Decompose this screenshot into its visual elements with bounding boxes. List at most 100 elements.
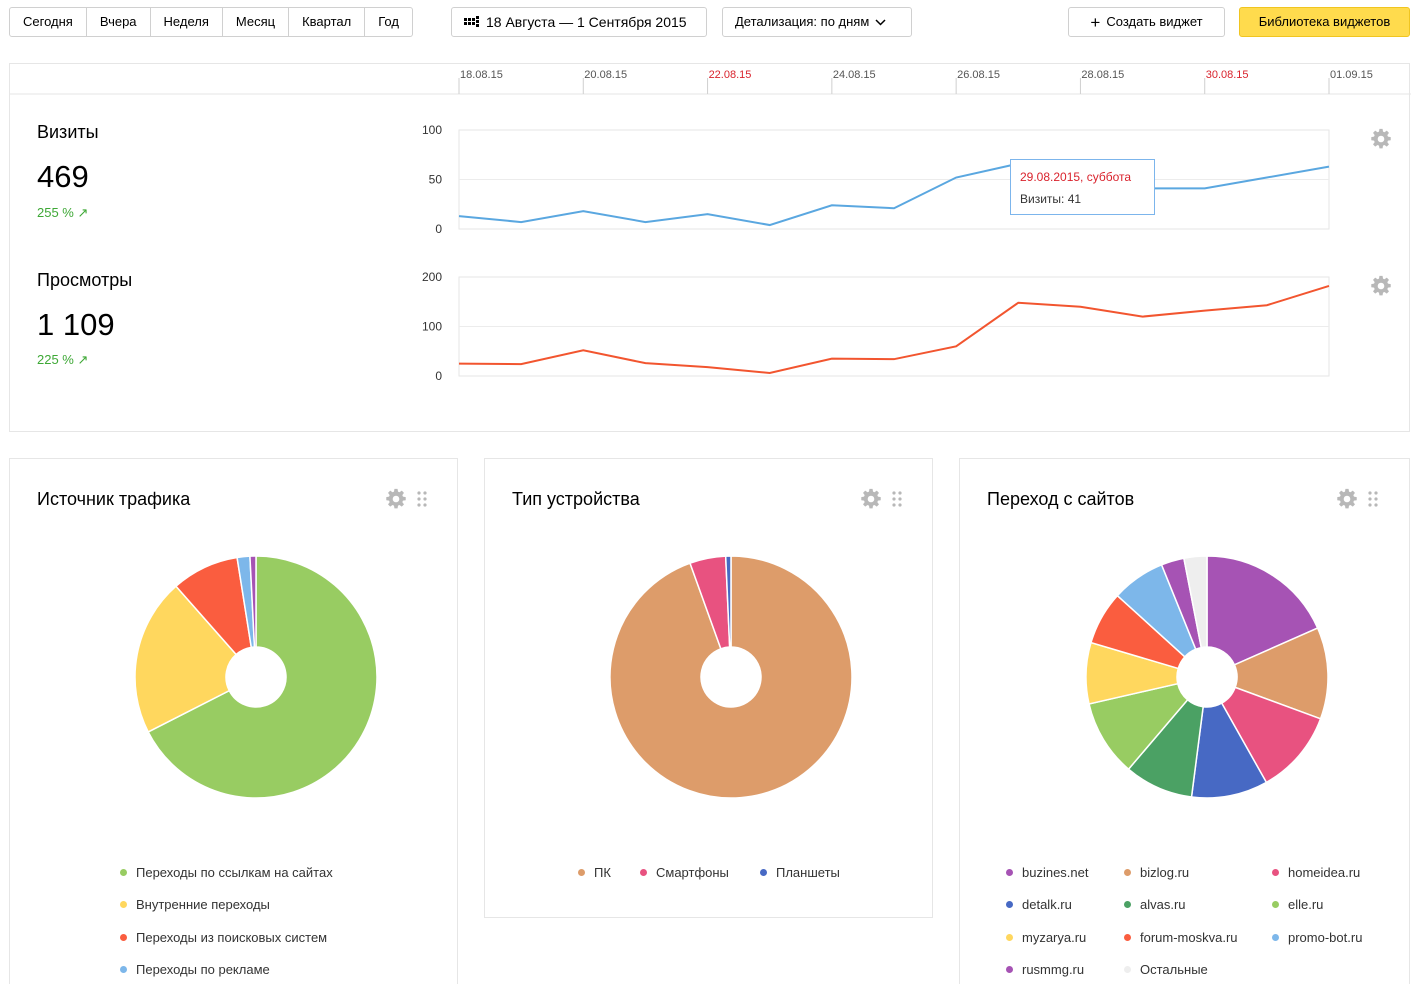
date-range-picker[interactable]: 18 Августа — 1 Сентября 2015: [451, 7, 707, 37]
pie-slice: [249, 555, 257, 648]
legend-label: Внутренние переходы: [136, 897, 270, 912]
gear-icon[interactable]: [385, 488, 407, 510]
legend-marker: [578, 869, 585, 876]
timeline-label: 18.08.15: [460, 69, 503, 81]
tooltip-date: 29.08.2015, суббота: [1020, 170, 1132, 184]
period-year-button[interactable]: Год: [365, 7, 413, 37]
legend-item[interactable]: forum-moskva.ru: [1124, 930, 1238, 945]
legend-item[interactable]: Внутренние переходы: [120, 897, 270, 912]
period-today-button[interactable]: Сегодня: [9, 7, 87, 37]
detail-select-label: Детализация: по дням: [735, 14, 870, 29]
detail-select[interactable]: Детализация: по дням: [722, 7, 912, 37]
legend-label: promo-bot.ru: [1288, 930, 1363, 945]
legend-item[interactable]: alvas.ru: [1124, 897, 1186, 912]
legend-item[interactable]: homeidea.ru: [1272, 865, 1360, 880]
pie-slice: [724, 555, 732, 648]
legend-item[interactable]: Планшеты: [760, 865, 840, 880]
legend-label: Планшеты: [776, 865, 840, 880]
timeline-label: 28.08.15: [1081, 69, 1124, 81]
legend-item[interactable]: detalk.ru: [1006, 897, 1072, 912]
drag-handle-icon[interactable]: [416, 490, 428, 508]
legend-item[interactable]: Остальные: [1124, 962, 1208, 977]
legend-marker: [1124, 901, 1131, 908]
referral-sites-widget: Переход с сайтов buzines.net bizlog.ru hom…: [959, 458, 1410, 984]
trend-up-icon: ↗: [77, 205, 89, 220]
legend-label: Остальные: [1140, 962, 1208, 977]
device-type-widget: Тип устройства ПК Смартфоны Планшеты: [484, 458, 933, 918]
legend-marker: [120, 966, 127, 973]
widget-title: Источник трафика: [37, 489, 191, 509]
line-charts: 18.08.15 20.08.15 22.08.15 24.08.15 26.08.15…: [10, 69, 1411, 383]
period-selector: Сегодня Вчера Неделя Месяц Квартал Год: [9, 7, 413, 37]
legend-marker: [640, 869, 647, 876]
legend-marker: [1006, 934, 1013, 941]
gear-icon[interactable]: [1370, 275, 1392, 297]
legend-marker: [120, 934, 127, 941]
timeline-label: 22.08.15: [709, 69, 752, 81]
legend-item[interactable]: buzines.net: [1006, 865, 1089, 880]
pie-slice: [147, 555, 378, 799]
legend-label: alvas.ru: [1140, 897, 1186, 912]
drag-handle-icon[interactable]: [891, 490, 903, 508]
chevron-down-icon: [875, 18, 886, 26]
pie-chart: [1085, 555, 1329, 799]
legend-item[interactable]: rusmmg.ru: [1006, 962, 1084, 977]
legend-marker: [1124, 934, 1131, 941]
legend-item[interactable]: bizlog.ru: [1124, 865, 1189, 880]
legend-label: Переходы из поисковых систем: [136, 930, 328, 945]
legend-label: Смартфоны: [656, 865, 729, 880]
legend-label: homeidea.ru: [1288, 865, 1361, 880]
period-quarter-button[interactable]: Квартал: [289, 7, 366, 37]
legend-label: rusmmg.ru: [1022, 962, 1085, 977]
legend-item[interactable]: Переходы по ссылкам на сайтах: [120, 865, 333, 880]
pie-slice: [134, 585, 238, 733]
views-y-tick-label: 200: [422, 270, 442, 284]
visits-title: Визиты: [37, 122, 99, 142]
create-widget-button[interactable]: + Создать виджет: [1068, 7, 1225, 37]
legend-label: Переходы по ссылкам на сайтах: [136, 865, 333, 880]
legend-marker: [1124, 966, 1131, 973]
timeline-label: 24.08.15: [833, 69, 876, 81]
period-yesterday-button[interactable]: Вчера: [86, 7, 151, 37]
legend-item[interactable]: promo-bot.ru: [1272, 930, 1362, 945]
timeline-label: 01.09.15: [1330, 69, 1373, 81]
legend-marker: [1006, 869, 1013, 876]
legend-label: bizlog.ru: [1140, 865, 1190, 880]
legend-marker: [1006, 966, 1013, 973]
visits-change-value: 255 %: [37, 205, 74, 220]
views-value: 1 109: [37, 307, 115, 342]
gear-icon[interactable]: [1370, 128, 1392, 150]
legend-label: myzarya.ru: [1022, 930, 1087, 945]
pie-slice: [1220, 686, 1322, 784]
legend-item[interactable]: Переходы из поисковых систем: [120, 930, 327, 945]
traffic-source-widget: Источник трафика Переходы по ссылкам на …: [9, 458, 458, 984]
views-series-line: [458, 284, 1330, 375]
pie-slice: [1206, 555, 1319, 666]
period-week-button[interactable]: Неделя: [150, 7, 223, 37]
period-month-button[interactable]: Месяц: [222, 7, 290, 37]
legend-label: forum-moskva.ru: [1140, 930, 1238, 945]
trend-up-icon: ↗: [77, 352, 89, 367]
legend-item[interactable]: ПК: [578, 865, 611, 880]
legend-marker: [1124, 869, 1131, 876]
visits-change: 255 % ↗: [37, 205, 88, 221]
views-change: 225 % ↗: [37, 352, 88, 368]
widget-library-button[interactable]: Библиотека виджетов: [1239, 7, 1410, 37]
legend-item[interactable]: myzarya.ru: [1006, 930, 1086, 945]
views-change-value: 225 %: [37, 352, 74, 367]
gear-icon[interactable]: [1336, 488, 1358, 510]
widget-title: Переход с сайтов: [987, 489, 1135, 509]
legend-label: buzines.net: [1022, 865, 1089, 880]
legend-item[interactable]: elle.ru: [1272, 897, 1323, 912]
pie-slice: [1233, 627, 1329, 720]
legend-item[interactable]: Смартфоны: [640, 865, 729, 880]
legend-marker: [1272, 934, 1279, 941]
drag-handle-icon[interactable]: [1367, 490, 1379, 508]
legend-item[interactable]: Переходы по рекламе: [120, 962, 270, 977]
timeline-label: 26.08.15: [957, 69, 1000, 81]
gear-icon[interactable]: [860, 488, 882, 510]
pie-slice: [1182, 555, 1208, 649]
views-y-tick-label: 0: [435, 369, 442, 383]
tooltip-value: Визиты: 41: [1020, 192, 1082, 206]
visits-y-tick-label: 0: [435, 222, 442, 236]
